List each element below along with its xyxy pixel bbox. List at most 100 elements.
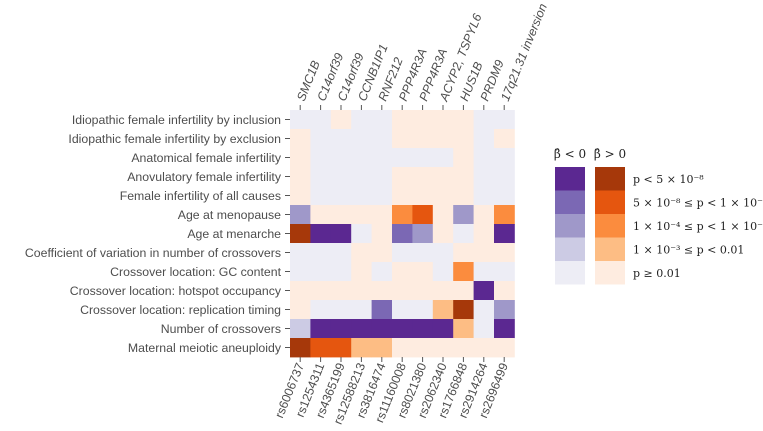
heatmap-cell [290, 243, 311, 263]
heatmap-cell [351, 129, 372, 149]
heatmap-cell [330, 262, 352, 282]
heatmap-cell [432, 186, 454, 206]
heatmap-cell [351, 338, 372, 358]
heatmap-cell [392, 224, 413, 244]
heatmap-cell [330, 281, 352, 301]
heatmap-cell [473, 205, 495, 225]
heatmap-cell [371, 167, 393, 187]
heatmap-cell [392, 148, 413, 168]
legend-swatch-pos [595, 237, 625, 261]
heatmap-cell [453, 262, 474, 282]
heatmap-cell [473, 319, 495, 339]
heatmap-cell [330, 205, 352, 225]
heatmap-cell [330, 110, 352, 130]
heatmap-cell [330, 243, 352, 263]
heatmap-cell [351, 281, 372, 301]
heatmap-cell [371, 148, 393, 168]
heatmap-cell [453, 110, 474, 130]
legend-swatch-neg [555, 190, 585, 214]
heatmap-cell [432, 262, 454, 282]
heatmap-cell [290, 224, 311, 244]
heatmap-cell [330, 300, 352, 320]
heatmap-cell [473, 243, 495, 263]
heatmap-cell [290, 205, 311, 225]
legend-swatch-pos [595, 261, 625, 285]
heatmap-cell [494, 338, 515, 358]
heatmap-cell [453, 167, 474, 187]
heatmap-cell [494, 110, 515, 130]
legend-label: 1 × 10⁻⁴ ≤ p < 1 × 10⁻³ [633, 220, 763, 233]
heatmap-cell [494, 262, 515, 282]
heatmap-cell [392, 205, 413, 225]
heatmap-cell [494, 281, 515, 301]
heatmap-cell [310, 205, 332, 225]
heatmap-cell [371, 129, 393, 149]
heatmap-cell [432, 281, 454, 301]
heatmap-cell [392, 319, 413, 339]
legend-swatch-neg [555, 214, 585, 238]
heatmap-cell [432, 243, 454, 263]
heatmap-cell [412, 167, 434, 187]
legend: β̂ < 0 β̂ > 0 p < 5 × 10⁻⁸ 5 × 10⁻⁸ ≤ p <… [554, 147, 763, 285]
heatmap-cell [392, 338, 413, 358]
snp-labels: rs6006737rs1254311rs4365199rs12588213rs3… [272, 357, 511, 426]
heatmap-cell [371, 186, 393, 206]
heatmap-cell [392, 243, 413, 263]
heatmap-cell [494, 129, 515, 149]
legend-header-neg: β̂ < 0 [554, 147, 586, 161]
heatmap-cell [351, 224, 372, 244]
heatmap-cell [412, 262, 434, 282]
heatmap-cell [330, 129, 352, 149]
heatmap-cell [494, 205, 515, 225]
heatmap-cell [473, 224, 495, 244]
heatmap-cell [330, 186, 352, 206]
heatmap-cell [371, 300, 393, 320]
heatmap-cell [371, 319, 393, 339]
heatmap-cell [453, 300, 474, 320]
heatmap-cell [473, 129, 495, 149]
heatmap-cell [432, 167, 454, 187]
legend-label: p < 5 × 10⁻⁸ [633, 173, 704, 186]
heatmap-cell [412, 224, 434, 244]
heatmap-cell [290, 300, 311, 320]
legend-swatch-neg [555, 237, 585, 261]
heatmap-cell [290, 338, 311, 358]
heatmap-cell [392, 110, 413, 130]
heatmap-cell [310, 129, 332, 149]
heatmap-cell [290, 281, 311, 301]
heatmap-cell [432, 148, 454, 168]
heatmap-cell [453, 129, 474, 149]
heatmap-cell [290, 186, 311, 206]
heatmap-cell [412, 148, 434, 168]
trait-label: Anatomical female infertility [131, 151, 282, 165]
heatmap-cell [392, 262, 413, 282]
heatmap-cell [473, 262, 495, 282]
heatmap-cell [310, 243, 332, 263]
heatmap-cell [453, 338, 474, 358]
heatmap-cell [371, 110, 393, 130]
heatmap-cell [310, 319, 332, 339]
heatmap-cell [310, 281, 332, 301]
heatmap-cell [371, 281, 393, 301]
legend-swatch-neg [555, 167, 585, 191]
heatmap-cell [453, 281, 474, 301]
heatmap-cell [412, 186, 434, 206]
heatmap-cell [330, 224, 352, 244]
heatmap-cell [473, 167, 495, 187]
heatmap-cell [412, 110, 434, 130]
trait-label: Female infertility of all causes [120, 189, 281, 203]
heatmap-cell [351, 243, 372, 263]
heatmap-cell [392, 167, 413, 187]
trait-label: Coefficient of variation in number of cr… [25, 246, 281, 260]
legend-swatch-neg [555, 261, 585, 285]
heatmap-cell [330, 338, 352, 358]
heatmap-cell [310, 186, 332, 206]
heatmap-cell [453, 224, 474, 244]
heatmap-cell [412, 300, 434, 320]
heatmap-cell [432, 319, 454, 339]
heatmap-cell [432, 300, 454, 320]
trait-label: Idiopathic female infertility by inclusi… [72, 113, 281, 127]
heatmap-cell [432, 205, 454, 225]
gene-label: 17q21.31 inversion [498, 1, 550, 103]
heatmap-cell [453, 205, 474, 225]
